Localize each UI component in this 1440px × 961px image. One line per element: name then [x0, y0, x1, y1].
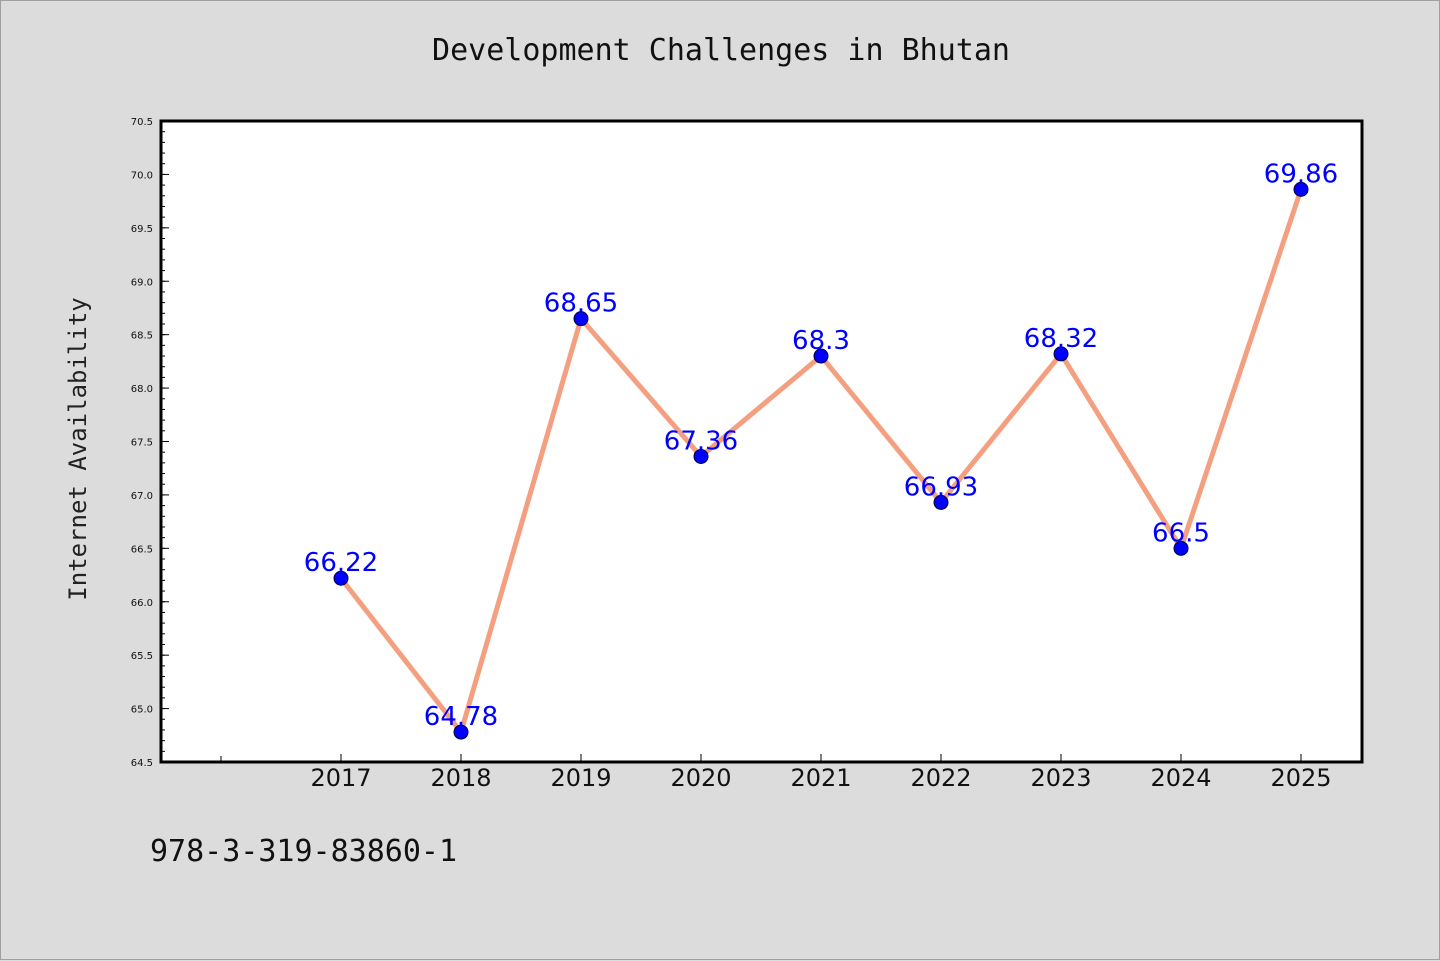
data-label: 68.32	[1024, 324, 1098, 354]
data-point-marker	[333, 570, 349, 586]
y-tick-label: 69.5	[131, 224, 153, 235]
y-tick-label: 68.0	[131, 384, 153, 395]
y-tick-label: 64.5	[131, 758, 153, 769]
y-tick-label: 65.0	[131, 705, 153, 716]
x-tick-label: 2022	[910, 764, 971, 792]
x-tick-label: 2024	[1150, 764, 1211, 792]
data-point-marker	[1053, 346, 1069, 362]
data-point-marker	[693, 448, 709, 464]
y-tick-label: 70.5	[131, 117, 153, 128]
x-tick-label: 2017	[310, 764, 371, 792]
data-label: 64.78	[424, 702, 498, 732]
data-label: 69.86	[1264, 159, 1338, 189]
x-tick-label: 2021	[790, 764, 851, 792]
plot-frame	[159, 119, 1364, 764]
data-label: 68.3	[792, 326, 850, 356]
footer-code: 978-3-319-83860-1	[150, 834, 458, 869]
y-tick-label: 67.5	[131, 438, 153, 449]
x-axis: 2017 2018 2019 2020 2021 2022 2023 2024 2025	[220, 754, 1332, 792]
data-point-marker	[1173, 540, 1189, 556]
chart-title: Development Challenges in Bhutan	[432, 33, 1010, 68]
y-tick-label: 67.0	[131, 491, 153, 502]
data-point-marker	[933, 494, 949, 510]
data-label: 67.36	[664, 426, 738, 456]
x-tick-label: 2020	[670, 764, 731, 792]
data-point-marker	[1293, 181, 1309, 197]
series-markers	[333, 181, 1309, 740]
y-tick-label: 66.0	[131, 598, 153, 609]
data-label: 66.22	[304, 548, 378, 578]
data-label: 68.65	[544, 289, 618, 319]
data-label: 66.5	[1152, 518, 1210, 548]
plot-area	[161, 121, 1362, 762]
x-tick-label: 2023	[1030, 764, 1091, 792]
data-label: 66.93	[904, 472, 978, 502]
x-tick-label: 2019	[550, 764, 611, 792]
y-tick-label: 66.5	[131, 544, 153, 555]
data-point-marker	[573, 311, 589, 327]
y-tick-label: 69.0	[131, 277, 153, 288]
y-tick-label: 70.0	[131, 170, 153, 181]
data-point-marker	[453, 724, 469, 740]
series-labels: 66.22 64.78 68.65 67.36 68.3 66.93 68.32 66.5 69…	[304, 159, 1338, 732]
data-point-marker	[813, 348, 829, 364]
y-tick-label: 65.5	[131, 651, 153, 662]
y-tick-label: 68.5	[131, 331, 153, 342]
x-tick-label: 2025	[1270, 764, 1331, 792]
x-tick-label: 2018	[430, 764, 491, 792]
